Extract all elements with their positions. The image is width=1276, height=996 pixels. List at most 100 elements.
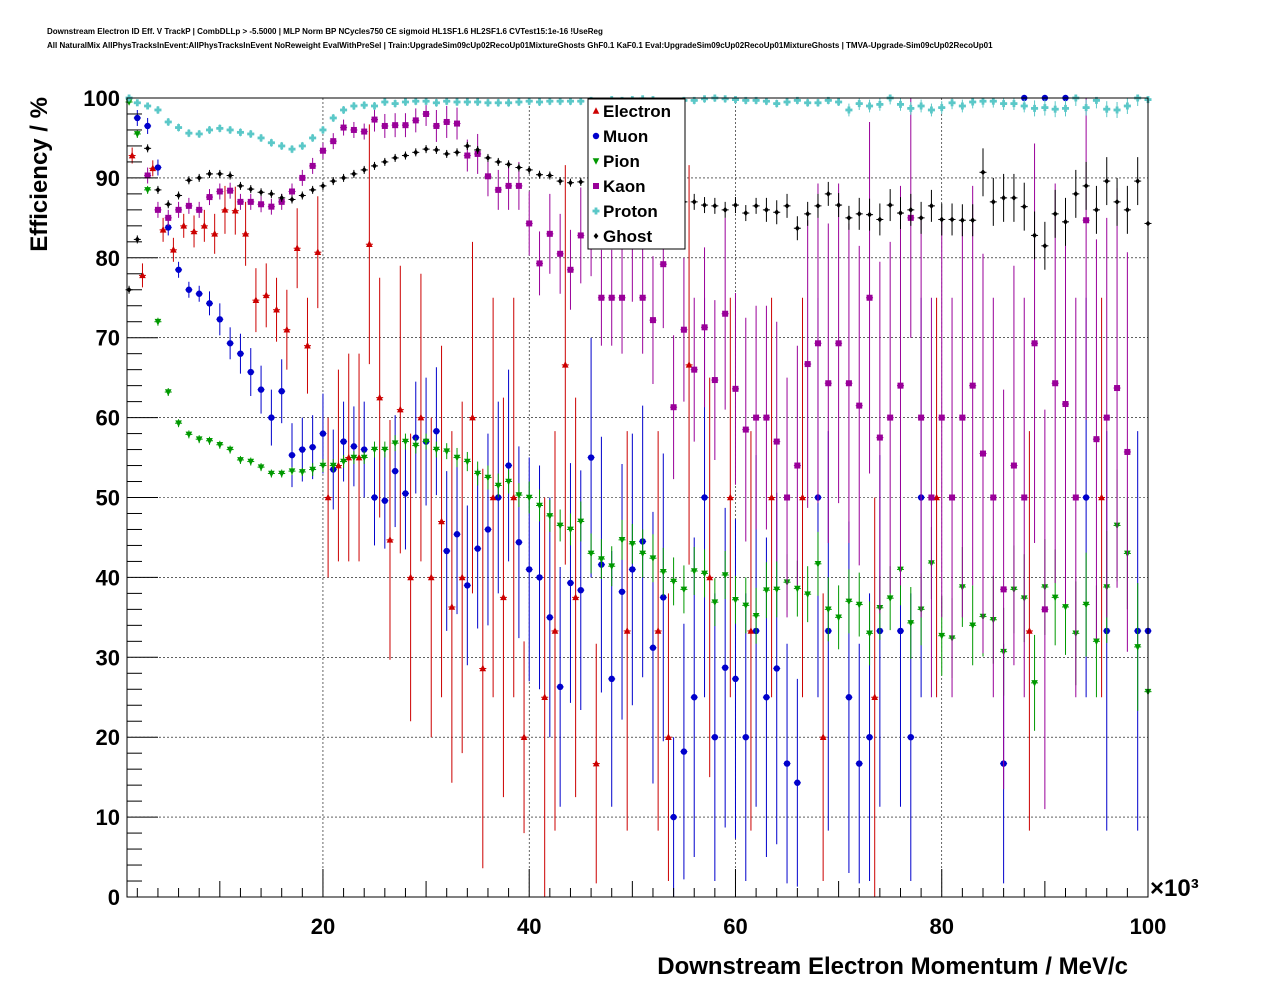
kaon-point — [887, 414, 894, 421]
pion-point — [1082, 601, 1090, 609]
muon-point — [144, 122, 151, 130]
kaon-point — [742, 426, 749, 433]
pion-point — [144, 187, 151, 194]
pion-point — [494, 482, 502, 490]
kaon-point — [577, 232, 584, 239]
ghost-point — [176, 192, 181, 199]
ghost-point — [299, 192, 305, 199]
muon-point — [216, 316, 224, 323]
electron-point — [1026, 627, 1033, 634]
ghost-point — [1011, 194, 1017, 201]
pion-point — [752, 612, 760, 620]
electron-point — [242, 230, 249, 237]
muon-point — [773, 665, 780, 672]
muon-point — [237, 350, 244, 357]
proton-point-v — [795, 96, 799, 104]
electron-point — [1098, 493, 1105, 501]
ghost-point — [207, 170, 212, 177]
ghost-point — [526, 166, 532, 173]
ghost-point — [495, 158, 501, 165]
proton-point-v — [579, 97, 583, 105]
pion-point — [659, 569, 667, 576]
ghost-point — [217, 170, 223, 177]
muon-point — [618, 588, 626, 595]
muon-point — [536, 574, 543, 581]
proton-point-v — [909, 104, 913, 112]
pion-point — [711, 599, 719, 606]
muon-point — [721, 664, 729, 671]
electron-point — [314, 248, 322, 256]
electron-point — [304, 341, 311, 349]
ghost-point — [1021, 203, 1027, 210]
ghost-point — [196, 174, 202, 181]
kaon-point — [773, 438, 780, 445]
pion-point — [433, 446, 440, 454]
proton-point-v — [754, 96, 758, 104]
ghost-point — [712, 202, 718, 209]
muon-point — [660, 594, 667, 601]
proton-point-v — [930, 106, 933, 114]
legend-label-electron: Electron — [603, 102, 671, 121]
kaon-point — [1103, 414, 1110, 421]
kaon-point — [1010, 462, 1017, 469]
ghost-point — [1083, 182, 1089, 189]
electron-point — [592, 759, 600, 767]
kaon-point — [856, 402, 863, 409]
muon-point — [340, 438, 347, 445]
electron-point — [427, 573, 435, 581]
kaon-point — [237, 198, 244, 205]
electron-point — [159, 226, 167, 233]
ghost-point — [856, 210, 862, 217]
kaon-point — [546, 230, 553, 237]
electron-point — [396, 405, 404, 413]
pion-point — [216, 441, 224, 449]
muon-point — [897, 627, 904, 635]
electron-point — [201, 222, 208, 229]
muon-point — [701, 494, 708, 501]
ghost-point — [268, 190, 274, 197]
pion-point — [866, 630, 873, 638]
legend-marker-kaon — [593, 183, 599, 189]
proton-point-v — [455, 98, 459, 106]
electron-point — [345, 453, 353, 461]
kaon-point — [1031, 340, 1038, 347]
kaon-point — [1114, 385, 1121, 392]
electron-point — [562, 361, 569, 368]
proton-point-v — [228, 126, 232, 134]
pion-point — [247, 458, 255, 466]
kaon-point — [392, 122, 399, 129]
pion-point — [474, 470, 481, 478]
ghost-point — [764, 206, 769, 213]
kaon-point — [639, 294, 646, 301]
muon-point — [453, 531, 461, 538]
proton-point-v — [414, 97, 418, 105]
ghost-point — [361, 166, 367, 173]
kaon-point — [660, 261, 667, 268]
kaon-point — [794, 462, 801, 469]
proton-point-v — [507, 99, 510, 107]
ghost-point — [351, 170, 357, 177]
kaon-point — [804, 361, 811, 368]
kaon-point — [732, 385, 739, 392]
kaon-point — [876, 434, 883, 441]
pion-point — [257, 464, 265, 471]
kaon-point — [814, 340, 821, 347]
y-tick-label: 50 — [96, 486, 120, 511]
y-tick-label: 60 — [96, 406, 120, 431]
kaon-point — [165, 214, 172, 221]
electron-point — [623, 627, 631, 634]
muon-point — [783, 760, 791, 767]
proton-point-v — [239, 128, 242, 136]
ghost-point — [1104, 178, 1110, 185]
proton-point-v — [816, 99, 820, 107]
electron-point — [355, 453, 363, 461]
proton-point-v — [723, 95, 727, 103]
pion-point — [618, 537, 626, 544]
proton-point-v — [373, 102, 376, 110]
ghost-point — [516, 164, 522, 171]
kaon-point — [412, 117, 419, 124]
pion-point — [237, 457, 244, 464]
proton-point-v — [177, 124, 180, 132]
ghost-point — [990, 198, 996, 205]
proton-point-v — [950, 99, 954, 107]
